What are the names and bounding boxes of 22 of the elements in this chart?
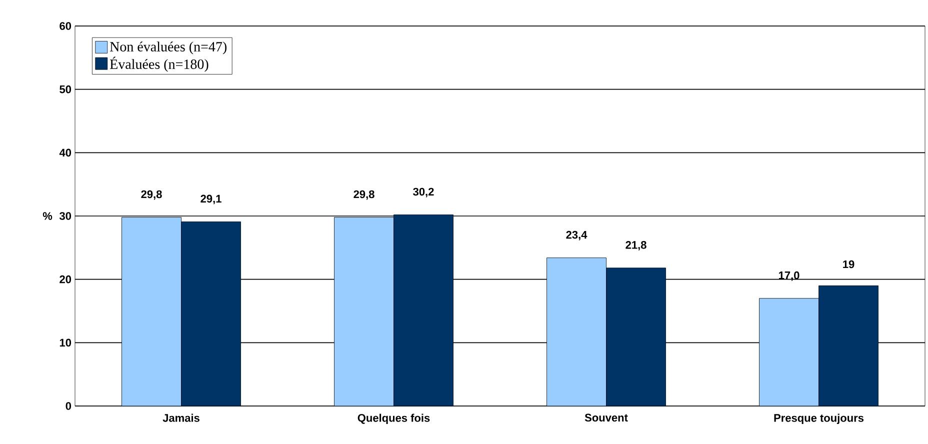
y-tick-label: 0 xyxy=(66,402,72,410)
y-axis-title: % xyxy=(42,212,52,220)
x-tick-label: Presque toujours xyxy=(774,414,864,424)
y-tick-label: 30 xyxy=(59,212,72,220)
data-label: 17,0 xyxy=(778,271,800,281)
y-tick-label: 60 xyxy=(60,22,72,30)
data-label: 29,8 xyxy=(141,190,162,200)
data-label: 23,4 xyxy=(566,230,588,240)
y-tick-label: 40 xyxy=(59,148,72,157)
data-label: 30,2 xyxy=(413,188,434,198)
data-label: 21,8 xyxy=(626,241,646,250)
x-tick-label: Quelques fois xyxy=(358,414,430,424)
legend-label: Évaluées (n=180) xyxy=(110,56,208,72)
legend-label: Non évaluées (n=47) xyxy=(110,42,226,54)
y-tick-label: 20 xyxy=(60,275,72,284)
data-label: 29,1 xyxy=(200,194,222,204)
x-tick-label: Souvent xyxy=(584,414,628,422)
y-tick-label: 50 xyxy=(60,85,72,94)
x-tick-label: Jamais xyxy=(162,414,200,422)
data-label: 19 xyxy=(843,260,854,268)
data-label: 29,8 xyxy=(354,190,374,200)
y-tick-label: 10 xyxy=(60,338,72,347)
